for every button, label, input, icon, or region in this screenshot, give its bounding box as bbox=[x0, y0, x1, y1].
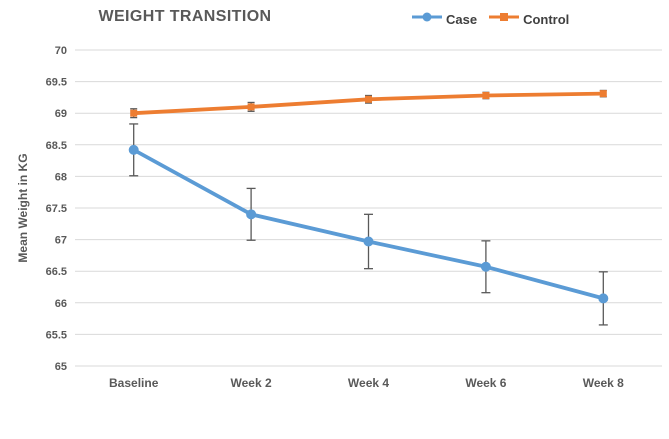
data-point-control bbox=[365, 95, 372, 103]
y-tick-label: 67.5 bbox=[46, 203, 67, 215]
y-tick-label: 66.5 bbox=[46, 266, 67, 278]
y-tick-label: 65 bbox=[55, 361, 67, 373]
y-axis-title: Mean Weight in KG bbox=[16, 153, 30, 262]
x-tick-label: Week 2 bbox=[231, 376, 272, 390]
x-tick-label: Baseline bbox=[109, 376, 159, 390]
y-tick-label: 66 bbox=[55, 298, 67, 310]
data-point-case bbox=[598, 293, 609, 304]
x-tick-label: Week 8 bbox=[583, 376, 624, 390]
y-tick-label: 67 bbox=[55, 235, 67, 247]
case-series-marker-icon bbox=[410, 10, 444, 29]
legend-item-case: Case bbox=[410, 10, 477, 29]
data-point-case bbox=[480, 261, 491, 272]
y-tick-label: 68.5 bbox=[46, 140, 67, 152]
y-tick-label: 69.5 bbox=[46, 77, 67, 89]
control-series-marker-icon bbox=[487, 10, 521, 29]
y-tick-label: 69 bbox=[55, 108, 67, 120]
data-point-control bbox=[482, 92, 490, 100]
y-tick-label: 68 bbox=[55, 171, 67, 183]
legend: Case Control bbox=[410, 10, 569, 29]
data-point-control bbox=[130, 109, 138, 117]
data-point-control bbox=[247, 103, 255, 111]
data-point-case bbox=[128, 144, 139, 155]
x-tick-label: Week 6 bbox=[465, 376, 506, 390]
y-tick-label: 65.5 bbox=[46, 329, 67, 341]
legend-label-control: Control bbox=[523, 12, 570, 27]
legend-item-control: Control bbox=[487, 10, 569, 29]
data-point-control bbox=[599, 90, 607, 98]
y-tick-label: 70 bbox=[55, 45, 67, 57]
x-tick-label: Week 4 bbox=[348, 376, 389, 390]
chart-title: WEIGHT TRANSITION bbox=[98, 8, 272, 25]
legend-label-case: Case bbox=[446, 12, 478, 27]
data-point-case bbox=[246, 209, 257, 220]
data-point-case bbox=[363, 236, 374, 247]
